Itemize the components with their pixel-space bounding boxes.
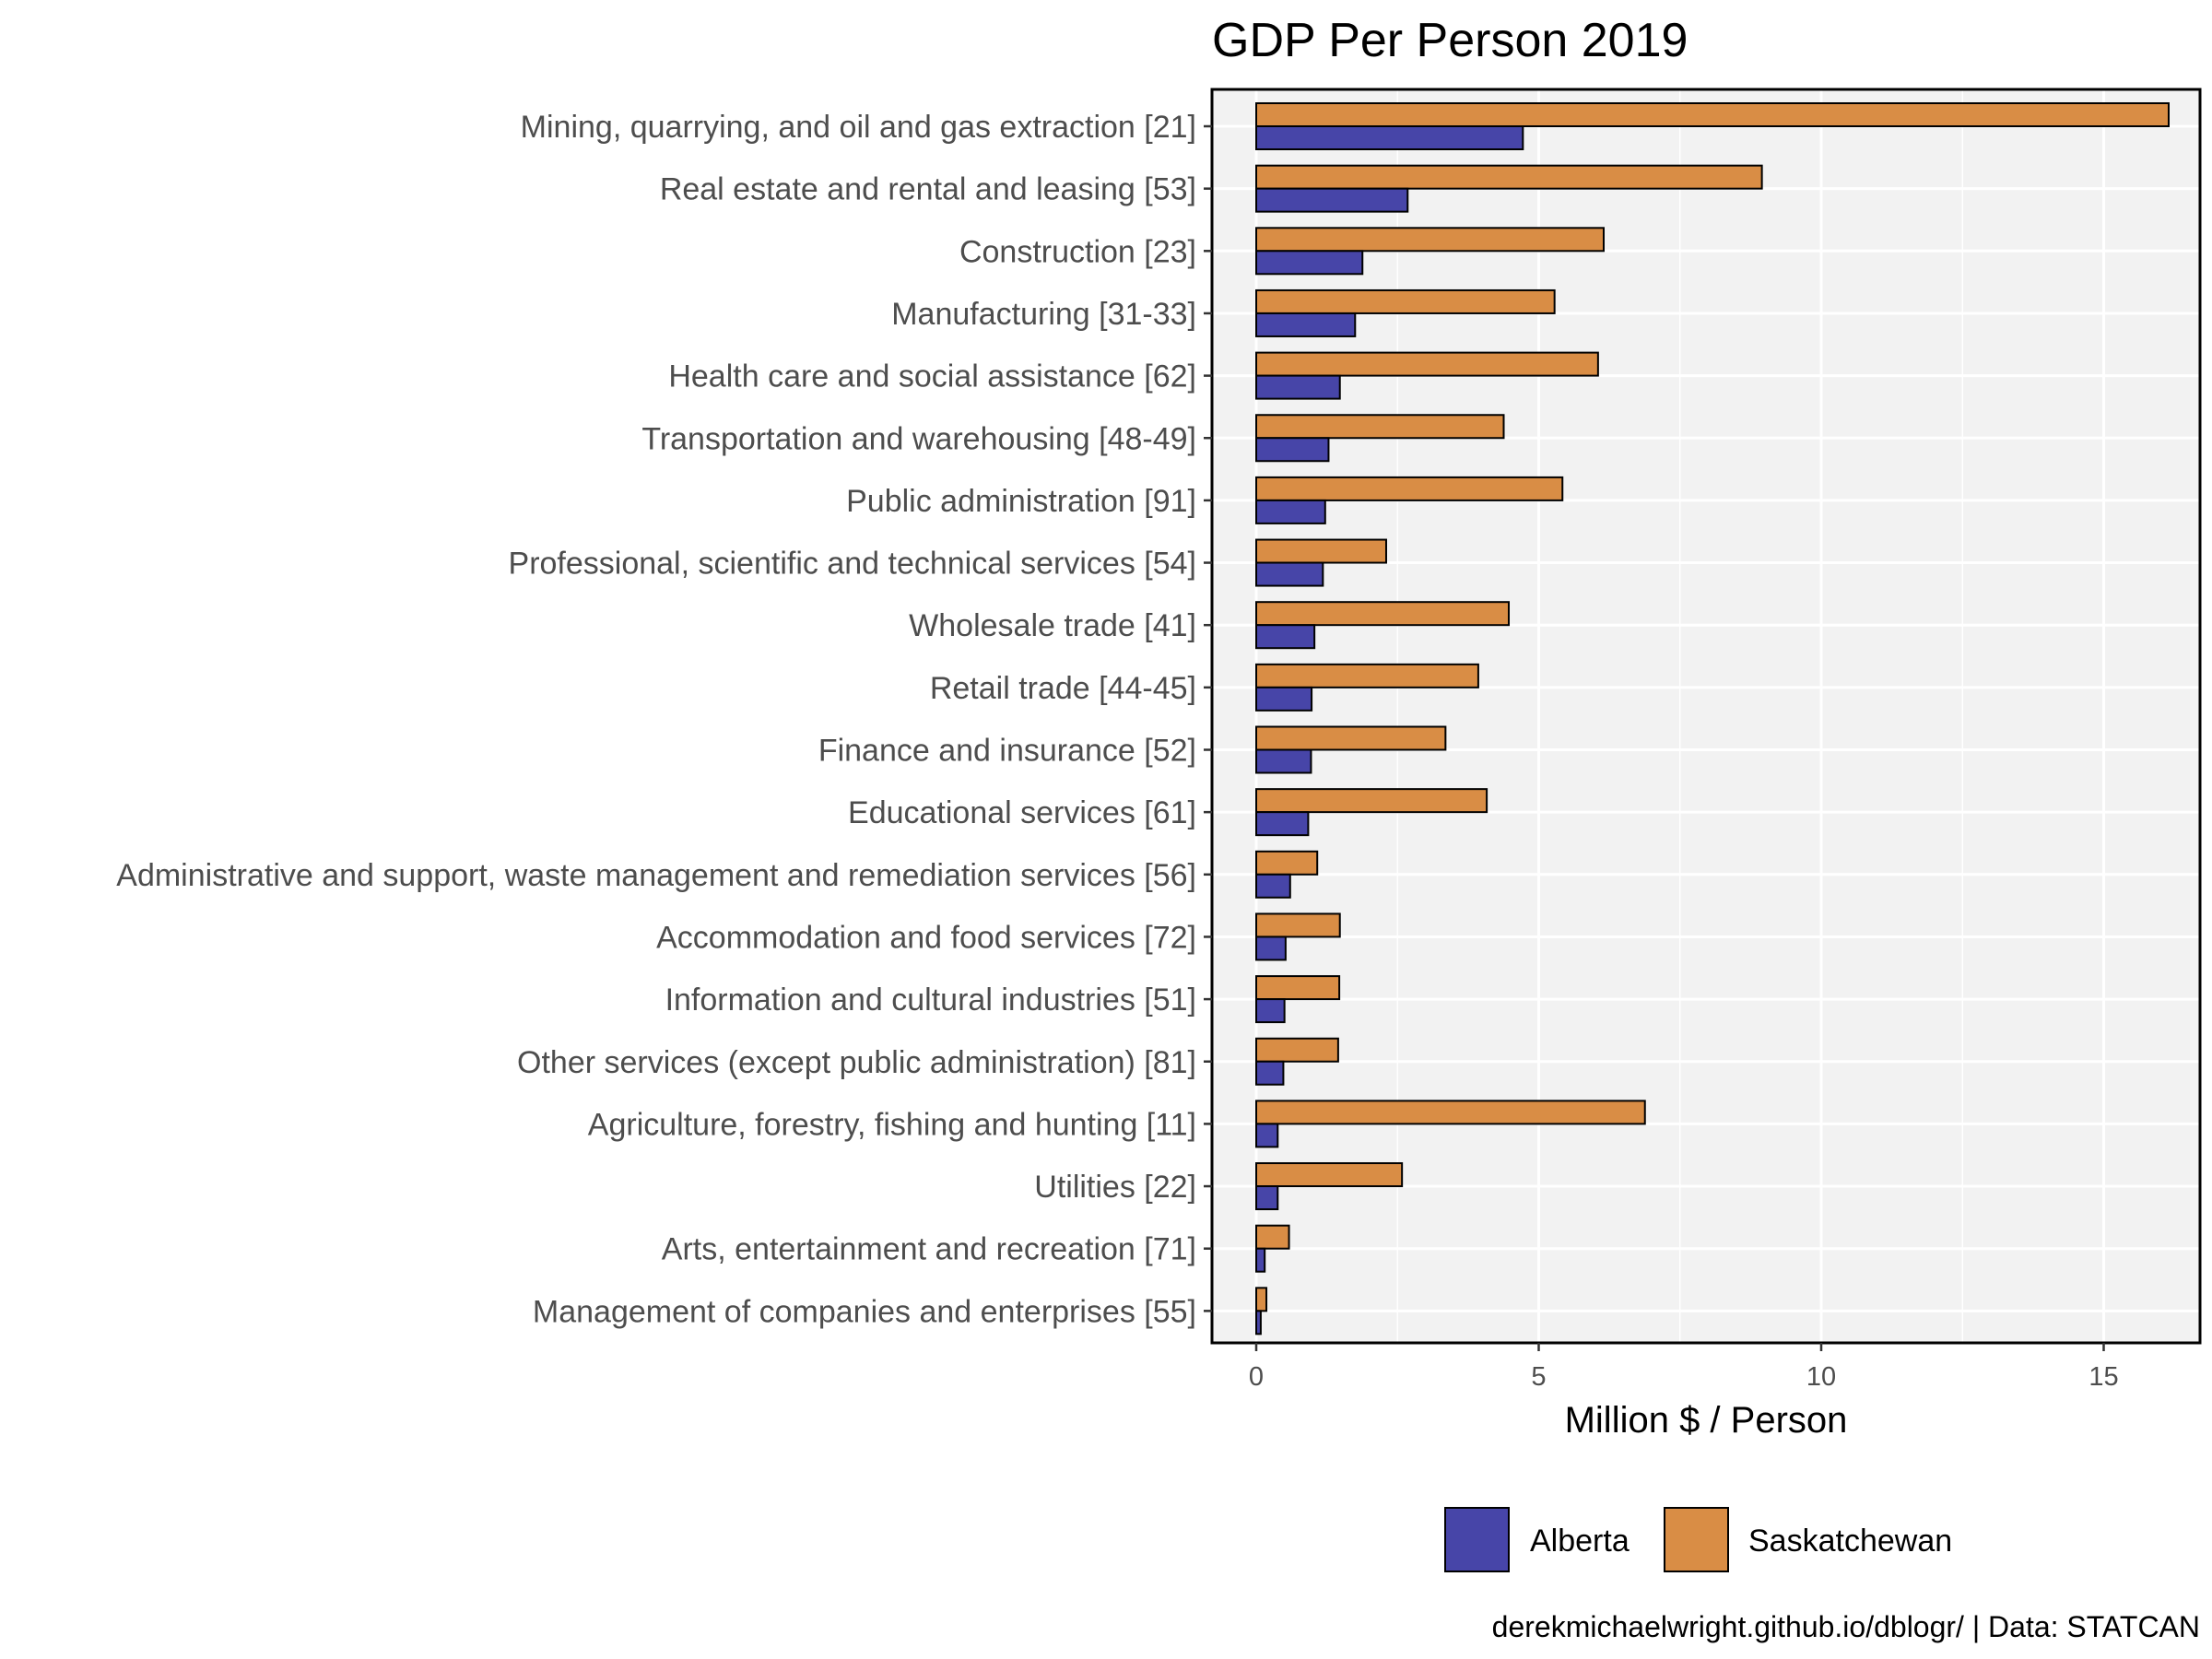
- category-label: Management of companies and enterprises …: [533, 1294, 1196, 1329]
- chart-caption: derekmichaelwright.github.io/dblogr/ | D…: [1492, 1610, 2200, 1643]
- bar-alberta: [1255, 250, 1364, 276]
- category-label: Public administration [91]: [846, 484, 1196, 519]
- category-label: Real estate and rental and leasing [53]: [660, 172, 1196, 207]
- bar-alberta: [1255, 125, 1524, 150]
- bar-saskatchewan: [1255, 601, 1511, 627]
- category-label: Information and cultural industries [51]: [665, 982, 1196, 1018]
- bar-saskatchewan: [1255, 164, 1763, 190]
- bar-alberta: [1255, 686, 1313, 712]
- bar-saskatchewan: [1255, 1224, 1290, 1250]
- bar-saskatchewan: [1255, 725, 1447, 751]
- category-label: Health care and social assistance [62]: [668, 359, 1196, 394]
- x-tick-label: 15: [2088, 1362, 2118, 1392]
- bar-alberta: [1255, 811, 1310, 837]
- legend-label-saskatchewan: Saskatchewan: [1748, 1524, 1952, 1559]
- bar-alberta: [1255, 1185, 1279, 1211]
- category-label: Retail trade [44-45]: [930, 671, 1196, 706]
- plot-border: [1210, 88, 2202, 1345]
- bars: [1255, 102, 2170, 1335]
- legend: Alberta Saskatchewan: [1444, 1507, 1952, 1572]
- bar-alberta: [1255, 187, 1409, 213]
- category-label: Administrative and support, waste manage…: [116, 858, 1196, 893]
- category-label: Construction [23]: [959, 234, 1196, 269]
- bar-alberta: [1255, 748, 1312, 774]
- bar-saskatchewan: [1255, 1100, 1646, 1125]
- legend-key-alberta: [1444, 1507, 1510, 1572]
- bar-alberta: [1255, 437, 1330, 463]
- bar-saskatchewan: [1255, 538, 1387, 564]
- bar-alberta: [1255, 935, 1287, 961]
- x-tick-label: 5: [1531, 1362, 1546, 1392]
- bar-alberta: [1255, 1247, 1266, 1273]
- bar-saskatchewan: [1255, 1162, 1404, 1188]
- category-label: Utilities [22]: [1034, 1170, 1196, 1205]
- bar-alberta: [1255, 873, 1291, 899]
- bar-saskatchewan: [1255, 850, 1319, 876]
- category-label: Accommodation and food services [72]: [656, 920, 1196, 955]
- bar-saskatchewan: [1255, 975, 1341, 1001]
- category-label: Wholesale trade [41]: [909, 608, 1196, 643]
- plot-panel: [1212, 89, 2200, 1343]
- category-label: Agriculture, forestry, fishing and hunti…: [588, 1107, 1196, 1142]
- bar-saskatchewan: [1255, 351, 1599, 377]
- category-label: Other services (except public administra…: [517, 1045, 1196, 1080]
- bar-saskatchewan: [1255, 1287, 1268, 1312]
- bar-alberta: [1255, 374, 1341, 400]
- bar-saskatchewan: [1255, 102, 2170, 127]
- bar-saskatchewan: [1255, 788, 1488, 814]
- bar-saskatchewan: [1255, 288, 1556, 314]
- category-label: Mining, quarrying, and oil and gas extra…: [521, 110, 1196, 145]
- bar-saskatchewan: [1255, 1037, 1339, 1063]
- x-tick-label: 10: [1806, 1362, 1836, 1392]
- bar-alberta: [1255, 624, 1316, 650]
- bar-saskatchewan: [1255, 912, 1341, 938]
- x-axis-ticks: 0 5 10 15: [1249, 1343, 2119, 1392]
- bar-alberta: [1255, 1123, 1279, 1148]
- bar-saskatchewan: [1255, 476, 1564, 501]
- bar-alberta: [1255, 1060, 1285, 1086]
- bar-alberta: [1255, 561, 1324, 587]
- bar-alberta: [1255, 312, 1357, 337]
- bar-saskatchewan: [1255, 663, 1479, 688]
- bar-alberta: [1255, 1310, 1262, 1335]
- bar-saskatchewan: [1255, 414, 1505, 440]
- category-labels: Mining, quarrying, and oil and gas extra…: [116, 110, 1212, 1329]
- x-axis-title: Million $ / Person: [1565, 1400, 1848, 1441]
- category-label: Professional, scientific and technical s…: [509, 547, 1196, 582]
- bar-alberta: [1255, 998, 1286, 1024]
- category-label: Arts, entertainment and recreation [71]: [662, 1232, 1196, 1267]
- category-label: Finance and insurance [52]: [818, 734, 1196, 769]
- legend-key-saskatchewan: [1664, 1507, 1729, 1572]
- bar-saskatchewan: [1255, 227, 1605, 253]
- chart-title: GDP Per Person 2019: [1212, 14, 1688, 67]
- category-label: Transportation and warehousing [48-49]: [641, 421, 1196, 456]
- legend-label-alberta: Alberta: [1530, 1524, 1630, 1559]
- category-label: Manufacturing [31-33]: [891, 297, 1196, 332]
- x-tick-label: 0: [1249, 1362, 1264, 1392]
- bar-alberta: [1255, 499, 1326, 524]
- category-label: Educational services [61]: [848, 795, 1196, 830]
